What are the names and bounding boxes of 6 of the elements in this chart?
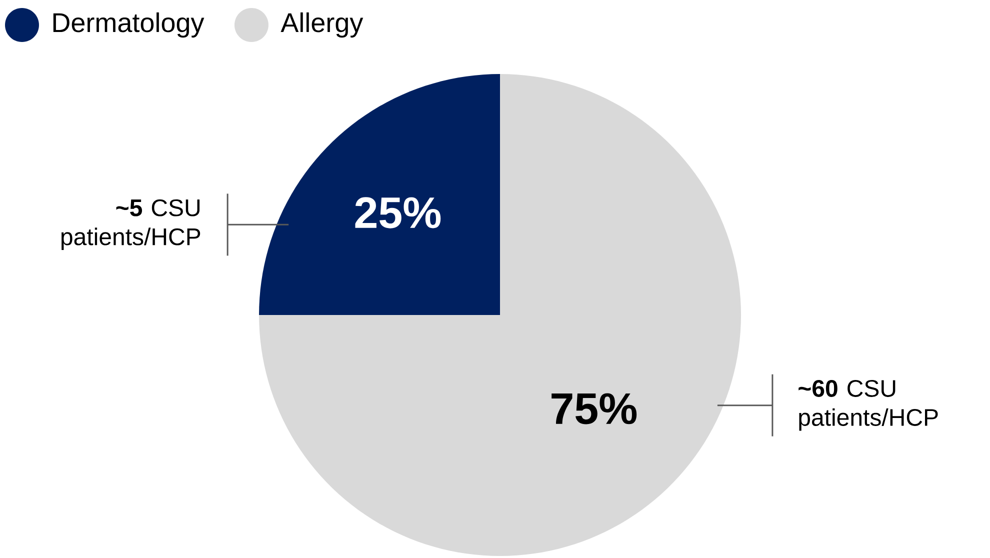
legend-label: Allergy bbox=[280, 12, 364, 38]
legend-label: Dermatology bbox=[53, 12, 204, 38]
text: ~60 CSU patients/HCP bbox=[798, 380, 938, 431]
text: ~5 CSU patients/HCP bbox=[62, 199, 200, 250]
data-label: 25% bbox=[355, 197, 441, 228]
data-label: 75% bbox=[552, 393, 637, 424]
